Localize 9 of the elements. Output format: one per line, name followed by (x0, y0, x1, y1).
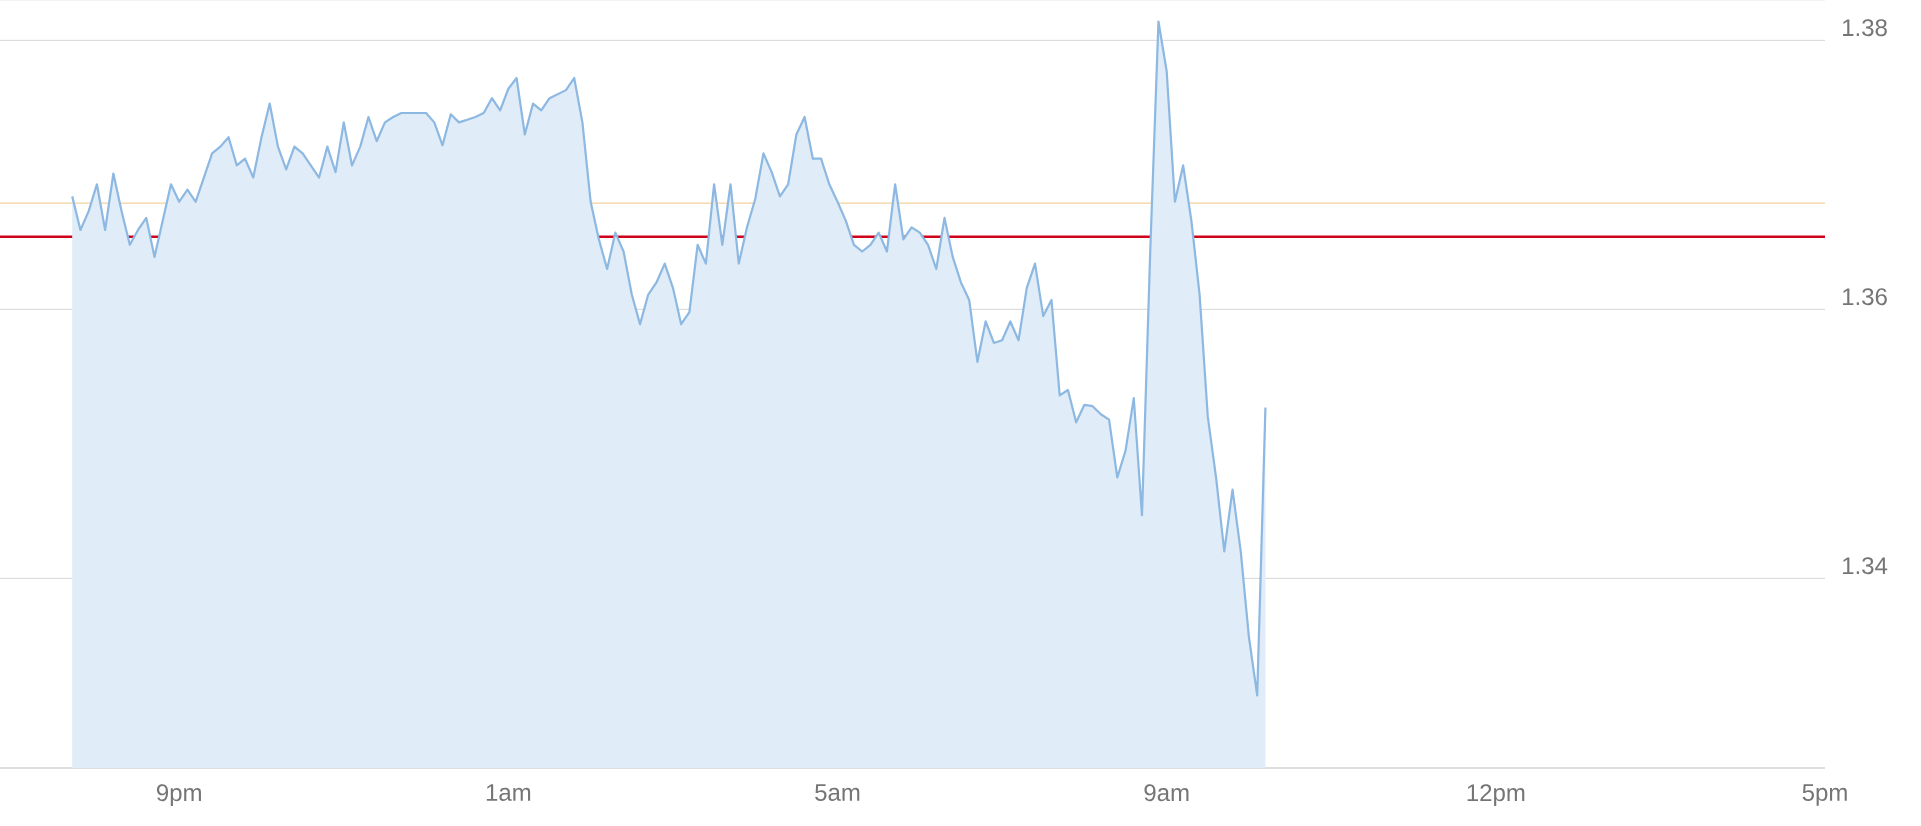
y-tick-label: 1.34 (1843, 557, 1888, 575)
y-tick-label: 1.38 (1843, 19, 1887, 37)
x-tick-label: 9am (1144, 784, 1189, 802)
x-tick-label: 1am (486, 784, 531, 801)
y-tick-label: 1.36 (1843, 288, 1887, 306)
x-tick-label: 9pm (156, 784, 201, 806)
x-tick-label: 5am (815, 784, 860, 801)
x-tick-label: 12pm (1467, 784, 1525, 806)
x-tick-label: 5pm (1802, 784, 1847, 806)
